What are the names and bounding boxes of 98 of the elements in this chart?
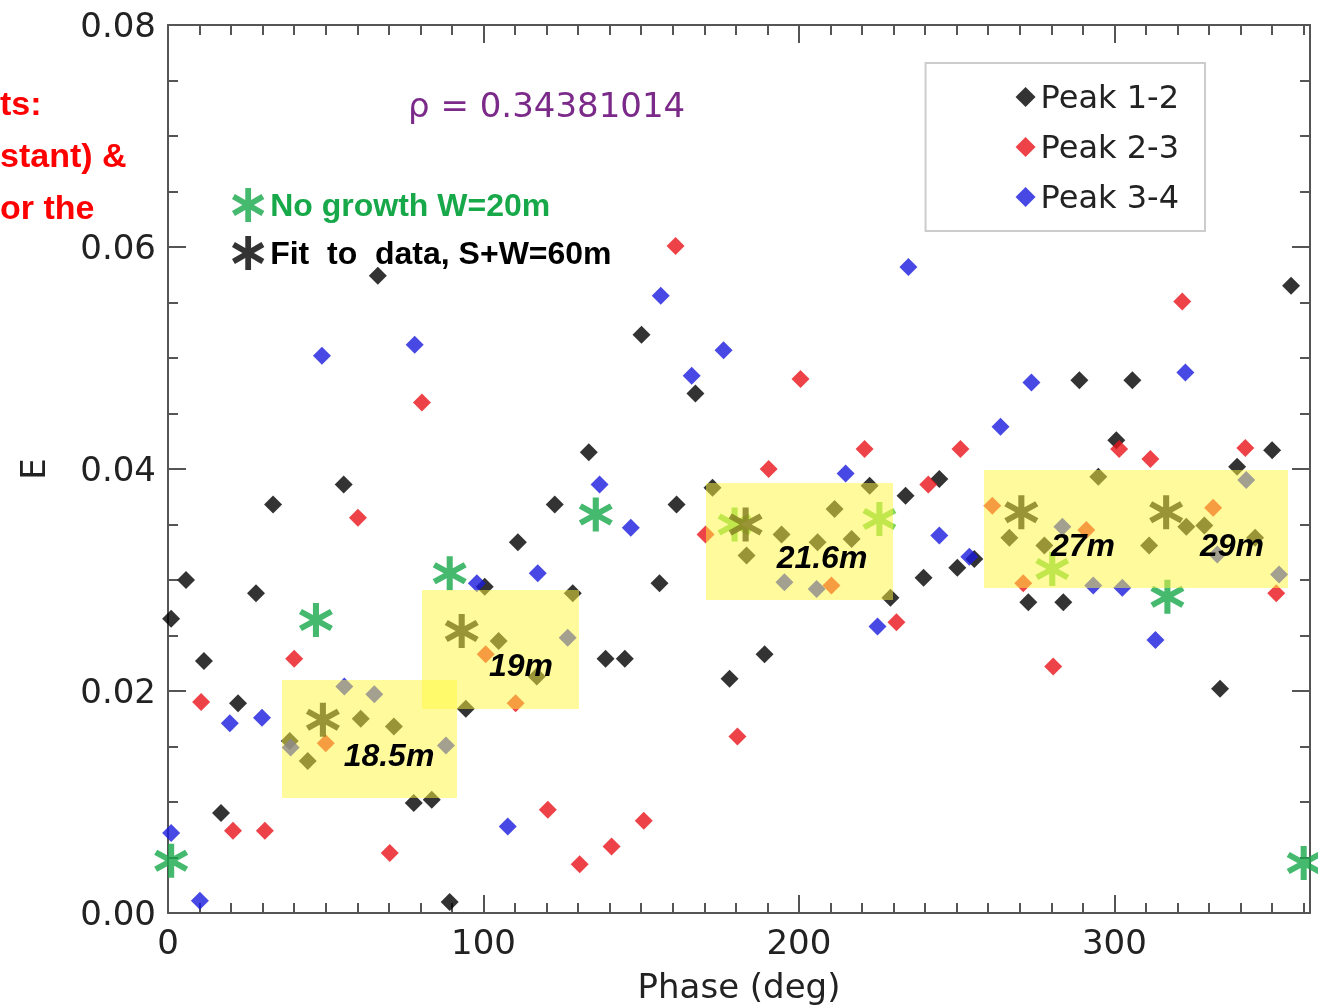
point [348, 508, 367, 527]
point [298, 602, 333, 637]
point [538, 800, 557, 819]
x-axis-title: Phase (deg) [637, 966, 841, 1006]
point [380, 844, 399, 863]
point [1236, 438, 1255, 457]
point [1004, 495, 1039, 530]
point [887, 613, 906, 632]
point [1270, 565, 1289, 584]
point [919, 475, 938, 494]
annotation: ρ = 0.34381014 [408, 85, 686, 125]
point [714, 341, 733, 360]
point [1176, 363, 1195, 382]
point [1022, 373, 1041, 392]
point [807, 579, 826, 598]
point [1044, 657, 1063, 676]
y-tick-label: 0.06 [80, 227, 156, 267]
annotation: 19m [488, 646, 554, 684]
point [1267, 584, 1286, 603]
text: or the [0, 188, 95, 226]
point [1014, 574, 1033, 593]
point [444, 614, 479, 649]
point [862, 501, 897, 536]
point [506, 694, 525, 713]
point [192, 693, 211, 712]
point [991, 417, 1010, 436]
point [1204, 498, 1223, 517]
point [682, 366, 701, 385]
point [1113, 578, 1132, 597]
annotation: 21.6m [776, 538, 868, 576]
point [759, 460, 778, 478]
y-axis-title: E [13, 458, 53, 480]
point [220, 714, 239, 733]
point [666, 236, 685, 255]
point [312, 346, 331, 365]
point [951, 440, 970, 459]
point [899, 257, 918, 276]
legend-label: Fit to data, S+W=60m [270, 235, 612, 271]
y-tick-label: 0.02 [80, 671, 156, 711]
point [836, 464, 855, 483]
point [558, 628, 577, 647]
point [1237, 471, 1256, 490]
point [602, 837, 621, 856]
point [255, 821, 274, 840]
y-tick-label: 0.00 [80, 893, 156, 933]
point [822, 576, 841, 595]
point [578, 497, 613, 532]
point [621, 518, 640, 537]
point [930, 526, 949, 545]
text: ts: [0, 84, 42, 122]
point [190, 891, 209, 910]
x-tick-label: 200 [766, 922, 832, 962]
point [983, 496, 1002, 515]
point [154, 843, 189, 878]
x-tick-label: 300 [1081, 922, 1147, 962]
point [285, 649, 304, 668]
annotation: 29m [1199, 526, 1265, 564]
point [223, 821, 242, 840]
point [696, 525, 715, 544]
point [316, 734, 335, 753]
annotation: 18.5m [343, 736, 435, 774]
point [1149, 495, 1184, 530]
legend-label: Peak 3-4 [1040, 178, 1179, 216]
point [162, 824, 181, 843]
x-tick-label: 100 [451, 922, 516, 962]
text: stant) & [0, 136, 127, 174]
point [1141, 450, 1160, 469]
point [651, 286, 670, 305]
point [412, 393, 431, 412]
point [365, 685, 384, 704]
y-tick-label: 0.08 [80, 5, 156, 45]
point [728, 727, 747, 746]
annotation: 27m [1050, 526, 1116, 564]
point [791, 370, 810, 389]
point [855, 440, 874, 459]
point [775, 573, 794, 592]
legend-label: No growth W=20m [270, 187, 551, 223]
point [305, 702, 340, 737]
point [405, 335, 424, 354]
point [570, 855, 589, 874]
point [590, 475, 609, 494]
point [1173, 292, 1192, 311]
point [436, 736, 455, 755]
point [1146, 630, 1165, 649]
point [335, 677, 354, 696]
point [498, 817, 517, 836]
point [728, 507, 763, 542]
point [634, 811, 653, 830]
point [432, 556, 467, 591]
y-tick-label: 0.04 [80, 449, 156, 489]
point [253, 708, 272, 727]
legend-label: Peak 1-2 [1040, 78, 1179, 116]
point [868, 617, 887, 636]
point [1150, 579, 1185, 614]
point [528, 564, 547, 583]
legend-label: Peak 2-3 [1040, 128, 1179, 166]
x-tick-label: 0 [157, 922, 179, 962]
point [1084, 576, 1103, 595]
